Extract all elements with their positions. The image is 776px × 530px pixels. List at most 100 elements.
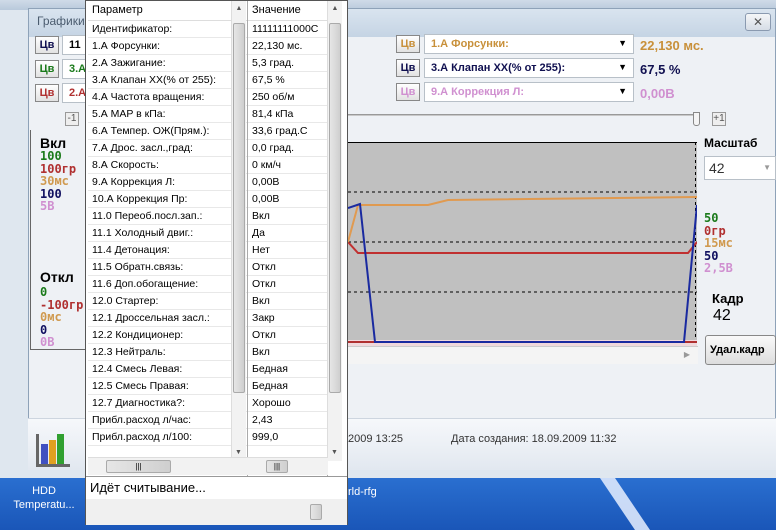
value-cell[interactable]: Бедная: [248, 378, 327, 395]
scroll-thumb[interactable]: [310, 504, 322, 520]
channel-value: 0,00В: [640, 86, 675, 101]
taskbar-item-hdd-temperature[interactable]: HDD Temperatu...: [13, 485, 75, 511]
param-cell[interactable]: 8.А Скорость:: [88, 157, 247, 174]
color-button[interactable]: Цв: [35, 36, 59, 54]
value-cell[interactable]: 250 об/м: [248, 89, 327, 106]
color-button[interactable]: Цв: [35, 60, 59, 78]
param-cell[interactable]: 12.0 Стартер:: [88, 293, 247, 310]
close-button[interactable]: ✕: [745, 13, 771, 31]
param-cell[interactable]: 11.5 Обратн.связь:: [88, 259, 247, 276]
channel-select[interactable]: 2.А: [62, 83, 86, 103]
scroll-up-icon[interactable]: ▲: [235, 5, 243, 12]
value-cell[interactable]: Вкл: [248, 344, 327, 361]
value-cell[interactable]: Закр: [248, 310, 327, 327]
value-cell[interactable]: 0,0 град.: [248, 140, 327, 157]
scroll-down-icon[interactable]: ▼: [331, 449, 338, 456]
param-cell[interactable]: 12.2 Кондиционер:: [88, 327, 247, 344]
value-cell[interactable]: Да: [248, 225, 327, 242]
param-cell[interactable]: Прибл.расход л/100:: [88, 429, 247, 446]
scale-legend-panel: [30, 130, 86, 350]
param-cell[interactable]: 11.1 Холодный двиг.:: [88, 225, 247, 242]
param-header[interactable]: Параметр: [88, 1, 247, 21]
plus-frame-button[interactable]: +1: [712, 112, 726, 126]
frame-slider[interactable]: [348, 114, 698, 116]
color-button[interactable]: Цв: [396, 35, 420, 53]
scroll-thumb[interactable]: |||: [266, 460, 288, 473]
value-cell[interactable]: 5,3 град.: [248, 55, 327, 72]
param-cell[interactable]: 1.А Форсунки:: [88, 38, 247, 55]
scroll-up-icon[interactable]: ▲: [331, 5, 339, 12]
param-cell[interactable]: 9.А Коррекция Л:: [88, 174, 247, 191]
param-cell[interactable]: Идентификатор:: [88, 21, 247, 38]
value-cell[interactable]: Бедная: [248, 361, 327, 378]
mid-values: 50 0гр 15мс 50 2,5В: [704, 212, 733, 275]
color-button[interactable]: Цв: [35, 84, 59, 102]
scroll-thumb[interactable]: [233, 23, 245, 393]
channel-select[interactable]: 3.А Клапан ХХ(% от 255): ▼: [424, 58, 634, 78]
channel-select[interactable]: 1.А Форсунки: ▼: [424, 34, 634, 54]
value-hscrollbar[interactable]: |||: [248, 457, 328, 475]
value-cell[interactable]: Хорошо: [248, 395, 327, 412]
value-cell[interactable]: 0 км/ч: [248, 157, 327, 174]
value-cell[interactable]: 0,00В: [248, 191, 327, 208]
param-cell[interactable]: 11.6 Доп.обогащение:: [88, 276, 247, 293]
param-cell[interactable]: 12.5 Смесь Правая:: [88, 378, 247, 395]
param-cell[interactable]: Прибл.расход л/час:: [88, 412, 247, 429]
value-cell[interactable]: 0,00В: [248, 174, 327, 191]
channel-select[interactable]: 9.А Коррекция Л: ▼: [424, 82, 634, 102]
value-cell[interactable]: Откл: [248, 276, 327, 293]
param-cell[interactable]: 7.А Дрос. засл.,град:: [88, 140, 247, 157]
param-cell[interactable]: 4.А Частота вращения:: [88, 89, 247, 106]
desktop-light-streak: [600, 478, 650, 530]
scroll-right-icon[interactable]: ▶: [683, 350, 690, 359]
minus-frame-button[interactable]: -1: [65, 112, 79, 126]
param-cell[interactable]: 5.А MAP в кПа:: [88, 106, 247, 123]
value-header[interactable]: Значение: [248, 1, 327, 21]
scroll-thumb[interactable]: |||: [106, 460, 171, 473]
color-button[interactable]: Цв: [396, 83, 420, 101]
series-injector: [347, 196, 698, 243]
scroll-down-icon[interactable]: ▼: [235, 449, 242, 456]
value-cell[interactable]: 81,4 кПа: [248, 106, 327, 123]
param-cell[interactable]: 2.А Зажигание:: [88, 55, 247, 72]
window-title: Графики: [37, 14, 85, 28]
param-cell[interactable]: 3.А Клапан ХХ(% от 255):: [88, 72, 247, 89]
value-cell[interactable]: Откл: [248, 327, 327, 344]
scale-select[interactable]: 42 ▼: [704, 156, 776, 180]
param-cell[interactable]: 12.1 Дроссельная засл.:: [88, 310, 247, 327]
value-cell[interactable]: Вкл: [248, 208, 327, 225]
value-cell[interactable]: 33,6 град.С: [248, 123, 327, 140]
param-cell[interactable]: 11.0 Переоб.посл.зап.:: [88, 208, 247, 225]
dropdown-arrow-icon: ▼: [618, 62, 627, 72]
delete-frame-button[interactable]: Удал.кадр: [705, 335, 776, 365]
value-cell[interactable]: 999,0: [248, 429, 327, 446]
color-button[interactable]: Цв: [396, 59, 420, 77]
value-cell[interactable]: 11111111000С: [248, 21, 327, 38]
channel-select[interactable]: 11: [62, 35, 86, 55]
param-vscrollbar[interactable]: ▲ ▼: [231, 1, 246, 461]
chart-hscrollbar[interactable]: ▶: [348, 346, 698, 364]
scroll-thumb[interactable]: [329, 23, 341, 393]
value-cell[interactable]: 22,130 мс.: [248, 38, 327, 55]
mid-value: 0гр: [704, 223, 726, 238]
param-cell[interactable]: 11.4 Детонация:: [88, 242, 247, 259]
channel-value: 67,5 %: [640, 62, 681, 77]
value-cell[interactable]: Нет: [248, 242, 327, 259]
param-cell[interactable]: 12.7 Диагностика?:: [88, 395, 247, 412]
value-vscrollbar[interactable]: ▲ ▼: [327, 1, 342, 461]
param-cell[interactable]: 12.3 Нейтраль:: [88, 344, 247, 361]
taskbar-item-rld-rfg[interactable]: rld-rfg: [348, 486, 377, 498]
mid-value: 50: [704, 211, 719, 225]
param-cell[interactable]: 10.А Коррекция Пр:: [88, 191, 247, 208]
slider-thumb[interactable]: [693, 112, 700, 126]
value-cell[interactable]: 67,5 %: [248, 72, 327, 89]
channel-select[interactable]: 3.А: [62, 59, 86, 79]
param-cell[interactable]: 6.А Темпер. ОЖ(Прям.):: [88, 123, 247, 140]
value-cell[interactable]: Вкл: [248, 293, 327, 310]
param-hscrollbar[interactable]: |||: [88, 457, 248, 475]
value-cell[interactable]: Откл: [248, 259, 327, 276]
created-date: Дата создания: 18.09.2009 11:32: [451, 433, 617, 445]
param-cell[interactable]: 12.4 Смесь Левая:: [88, 361, 247, 378]
popup-hscrollbar[interactable]: [86, 499, 347, 525]
value-cell[interactable]: 2,43: [248, 412, 327, 429]
